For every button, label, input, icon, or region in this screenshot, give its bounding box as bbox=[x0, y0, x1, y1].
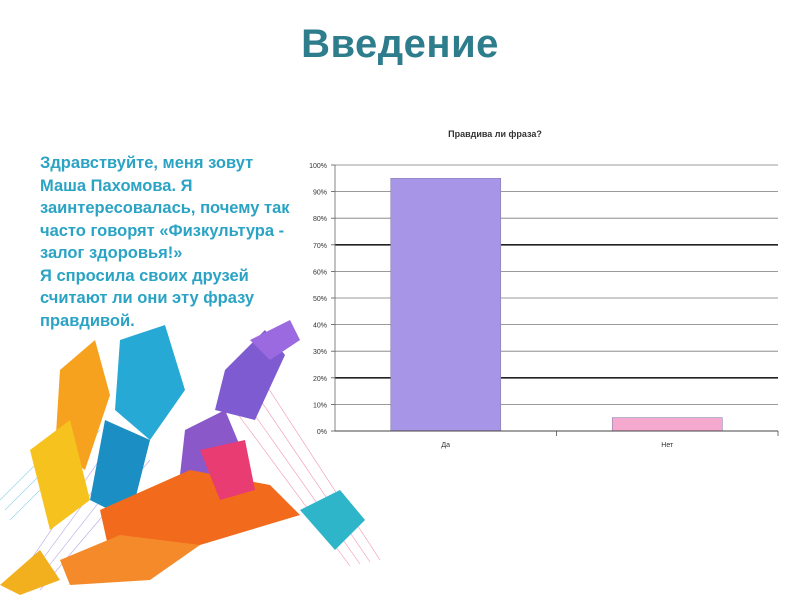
bar-1 bbox=[390, 177, 502, 432]
x-tick-label: Нет bbox=[661, 442, 674, 449]
intro-paragraph-2: Я спросила своих друзей считают ли они э… bbox=[40, 266, 255, 330]
y-tick-label: 40% bbox=[313, 323, 327, 330]
y-tick-label: 0% bbox=[317, 429, 327, 436]
bar-chart: 0% 10% 20% 30% 40% 50% 60% 70% 80% 90% 100% Да Нет bbox=[309, 163, 779, 449]
slide-title: Введение bbox=[301, 22, 499, 66]
y-tick-label: 90% bbox=[313, 190, 327, 197]
x-tick-label: Да bbox=[441, 442, 450, 449]
bar-2 bbox=[611, 417, 723, 432]
chart-title: Правдива ли фраза? bbox=[448, 129, 542, 139]
y-tick-label: 60% bbox=[313, 269, 327, 276]
y-tick-label: 70% bbox=[313, 243, 327, 250]
intro-text: Здравствуйте, меня зовут Маша Пахомова. … bbox=[40, 152, 290, 332]
y-tick-label: 20% bbox=[313, 376, 327, 383]
y-tick-label: 10% bbox=[313, 402, 327, 409]
sports-figures-illustration-icon bbox=[0, 320, 381, 595]
y-tick-label: 100% bbox=[309, 163, 327, 170]
intro-paragraph-1: Здравствуйте, меня зовут Маша Пахомова. … bbox=[40, 154, 290, 262]
y-tick-label: 30% bbox=[313, 349, 327, 356]
y-tick-label: 50% bbox=[313, 296, 327, 303]
y-tick-label: 80% bbox=[313, 216, 327, 223]
